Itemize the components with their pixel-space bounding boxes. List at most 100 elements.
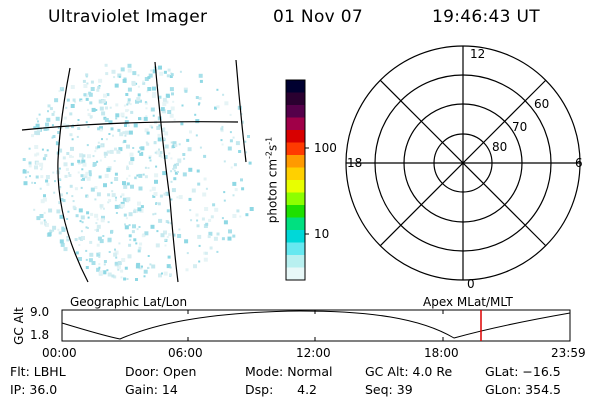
emission-pixel: [144, 101, 148, 105]
mlt-label-12: 12: [470, 47, 486, 61]
emission-pixel: [203, 257, 208, 262]
emission-pixel: [107, 193, 111, 197]
emission-pixel: [89, 101, 93, 105]
emission-pixel: [79, 153, 84, 158]
emission-pixel: [132, 224, 136, 229]
colorbar-band: [286, 217, 305, 231]
emission-pixel: [139, 242, 143, 246]
emission-pixel: [85, 258, 88, 261]
emission-pixel: [130, 110, 134, 114]
emission-pixel: [127, 68, 132, 73]
emission-pixel: [149, 124, 153, 128]
emission-pixel: [98, 255, 101, 258]
emission-pixel: [90, 212, 94, 216]
emission-pixel: [103, 151, 108, 156]
emission-pixel: [96, 243, 100, 247]
emission-pixel: [137, 207, 142, 212]
emission-pixel: [154, 179, 158, 184]
emission-pixel: [122, 78, 127, 83]
polar-diagonal-2: [379, 79, 547, 247]
emission-pixel: [158, 95, 162, 99]
emission-pixel: [88, 172, 92, 176]
emission-pixel: [232, 234, 236, 238]
emission-pixel: [100, 207, 103, 210]
emission-pixel: [222, 93, 225, 96]
emission-pixel: [91, 107, 96, 112]
emission-pixel: [136, 228, 139, 231]
date-label: 01 Nov 07: [273, 7, 363, 27]
emission-pixel: [123, 213, 127, 217]
emission-pixel: [77, 159, 81, 163]
emission-pixel: [210, 215, 214, 219]
emission-pixel: [187, 147, 192, 152]
emission-pixel: [152, 213, 155, 216]
emission-pixel: [173, 177, 177, 181]
emission-pixel: [235, 141, 240, 146]
emission-pixel: [165, 220, 169, 223]
emission-pixel: [94, 150, 97, 153]
emission-pixel: [152, 194, 156, 198]
emission-pixel: [169, 266, 172, 269]
emission-pixel: [79, 220, 82, 223]
emission-pixel: [124, 134, 127, 137]
emission-pixel: [147, 167, 150, 169]
emission-pixel: [47, 232, 52, 237]
emission-pixel: [60, 242, 65, 247]
emission-pixel: [122, 181, 126, 186]
emission-pixel: [55, 116, 60, 121]
emission-pixel: [49, 107, 53, 111]
emission-pixel: [99, 270, 104, 275]
emission-pixel: [31, 181, 34, 184]
emission-pixel: [115, 196, 117, 199]
emission-pixel: [143, 275, 146, 278]
emission-pixel: [88, 170, 92, 174]
emission-pixel: [145, 115, 148, 118]
emission-pixel: [99, 159, 102, 162]
emission-pixel: [52, 229, 55, 232]
emission-pixel: [137, 249, 141, 253]
emission-pixel: [105, 138, 108, 141]
emission-pixel: [129, 238, 132, 241]
emission-pixel: [107, 221, 110, 224]
emission-pixel: [90, 187, 95, 192]
emission-pixel: [52, 135, 56, 138]
emission-pixel: [99, 128, 103, 132]
emission-pixel: [115, 113, 120, 118]
emission-pixel: [203, 251, 207, 255]
emission-pixel: [106, 93, 110, 97]
emission-pixel: [104, 156, 107, 158]
emission-pixel: [126, 177, 129, 180]
emission-pixel: [42, 157, 46, 161]
emission-pixel: [82, 162, 87, 167]
emission-pixel: [166, 209, 170, 213]
emission-pixel: [132, 147, 135, 149]
emission-pixel: [163, 155, 168, 159]
emission-pixel: [92, 163, 96, 167]
emission-pixel: [86, 211, 90, 215]
emission-pixel: [233, 163, 237, 167]
emission-pixel: [160, 155, 163, 158]
emission-pixel: [74, 101, 77, 104]
emission-pixel: [169, 75, 173, 78]
emission-pixel: [125, 116, 128, 119]
emission-pixel: [135, 99, 139, 104]
emission-pixel: [144, 128, 149, 133]
emission-pixel: [199, 146, 202, 149]
emission-pixel: [142, 80, 145, 83]
emission-pixel: [103, 101, 107, 105]
emission-pixel: [151, 186, 156, 191]
emission-pixel: [155, 243, 160, 248]
emission-pixel: [138, 186, 143, 191]
emission-pixel: [127, 98, 131, 102]
emission-pixel: [130, 184, 134, 189]
emission-pixel: [70, 146, 74, 151]
door-info: Door: Open: [125, 364, 197, 379]
emission-pixel: [57, 127, 60, 129]
emission-pixel: [133, 210, 137, 214]
emission-pixel: [160, 233, 165, 238]
emission-pixel: [98, 78, 103, 83]
emission-pixel: [96, 267, 101, 272]
emission-pixel: [127, 124, 130, 127]
emission-pixel: [178, 228, 181, 231]
emission-pixel: [78, 257, 82, 261]
